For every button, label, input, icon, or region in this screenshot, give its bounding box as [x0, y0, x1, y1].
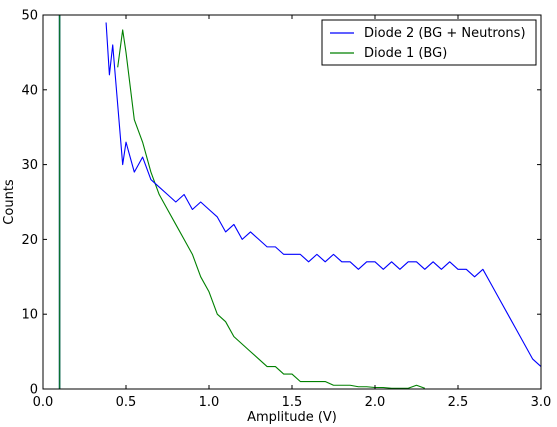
y-axis-title: Counts	[2, 179, 17, 225]
plot-background	[43, 15, 541, 389]
series-line-diode-1	[117, 29, 425, 389]
y-axis: 0 10 20 30 40 50	[21, 9, 541, 398]
legend: Diode 2 (BG + Neutrons) Diode 1 (BG)	[321, 19, 537, 66]
x-axis-title: Amplitude (V)	[247, 410, 337, 425]
x-tick-label: 1.5	[282, 395, 303, 410]
y-tick-label: 10	[21, 308, 38, 323]
x-axis: 0.0 0.5 1.0 1.5 2.0 2.5 3.0	[33, 15, 552, 410]
series-line-diode-2	[105, 22, 542, 367]
series-layer	[105, 22, 542, 389]
legend-label-diode-2: Diode 2 (BG + Neutrons)	[364, 26, 526, 41]
x-tick-label: 2.0	[365, 395, 386, 410]
legend-label-diode-1: Diode 1 (BG)	[364, 46, 447, 61]
y-tick-label: 0	[30, 383, 38, 398]
x-tick-label: 3.0	[531, 395, 552, 410]
x-tick-label: 0.5	[116, 395, 137, 410]
y-tick-label: 30	[21, 158, 38, 173]
x-tick-label: 0.0	[33, 395, 54, 410]
y-tick-label: 40	[21, 83, 38, 98]
legend-box	[321, 19, 537, 66]
x-tick-label: 2.5	[448, 395, 469, 410]
y-tick-label: 20	[21, 233, 38, 248]
y-tick-label: 50	[21, 9, 38, 24]
x-tick-label: 1.0	[199, 395, 220, 410]
